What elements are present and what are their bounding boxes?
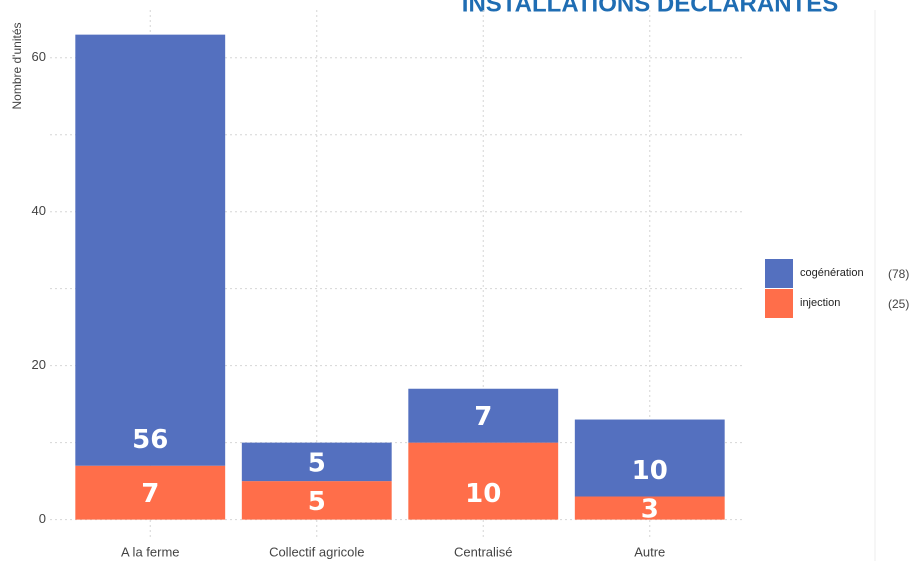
- y-axis-label: Nombre d'unités: [10, 23, 24, 110]
- legend-count: (78): [888, 267, 909, 281]
- legend-label: cogénération: [800, 267, 864, 279]
- bar-segment: [75, 34, 226, 466]
- x-tick-label: Centralisé: [454, 544, 513, 559]
- value-label: 7: [141, 479, 159, 509]
- legend-swatch: [765, 259, 793, 288]
- value-label: 56: [132, 425, 168, 455]
- x-tick-label: Autre: [634, 544, 665, 559]
- value-label: 5: [308, 448, 326, 478]
- x-tick-label: Collectif agricole: [269, 544, 364, 559]
- value-label: 10: [465, 479, 501, 509]
- x-tick-label: A la ferme: [121, 544, 180, 559]
- bar-segment: [241, 442, 392, 482]
- y-tick-label: 40: [32, 203, 46, 218]
- bar-segment: [241, 481, 392, 520]
- legend-swatch: [765, 289, 793, 318]
- y-tick-label: 0: [39, 511, 46, 526]
- value-label: 10: [632, 456, 668, 486]
- y-tick-label: 20: [32, 357, 46, 372]
- legend-label: injection: [800, 297, 840, 309]
- bar-segment: [574, 496, 725, 520]
- bar-segment: [408, 388, 559, 443]
- legend-count: (25): [888, 297, 909, 311]
- bar-segment: [75, 465, 226, 520]
- value-label: 3: [641, 495, 659, 525]
- value-label: 5: [308, 487, 326, 517]
- y-tick-label: 60: [32, 49, 46, 64]
- bar-segment: [574, 419, 725, 497]
- value-label: 7: [474, 402, 492, 432]
- bar-segment: [408, 442, 559, 520]
- chart-title: INSTALLATIONS DÉCLARANTES: [462, 0, 838, 17]
